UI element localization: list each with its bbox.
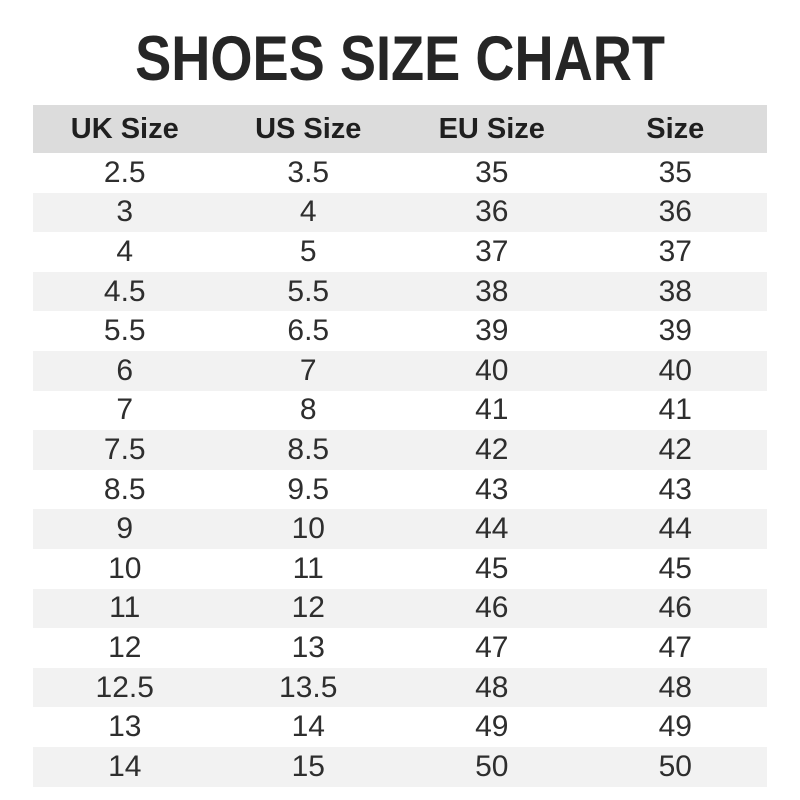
table-row: 4.5 5.5 38 38 [33,271,767,312]
table-cell: 5.5 [103,314,146,348]
table-cell: 40 [475,353,509,387]
table-cell: 6 [116,353,134,387]
table-cell: 4 [116,234,134,268]
table-cell: 50 [658,749,692,783]
table-cell: 4 [299,195,317,229]
table-row: 7.5 8.5 42 42 [33,430,767,470]
table-row: 9 10 44 44 [33,509,767,549]
table-cell: 46 [658,591,692,625]
header-cell-uk-size: UK Size [33,105,217,153]
title-bar: SHOES SIZE CHART [0,22,800,96]
table-cell: 9 [116,512,134,546]
table-cell: 36 [475,195,509,229]
table-cell: 49 [475,710,509,744]
header-cell-eu-size: EU Size [400,105,584,153]
table-cell: 11 [109,591,141,625]
page-title: SHOES SIZE CHART [135,24,665,94]
table-cell: 13.5 [279,670,338,704]
table-cell: 35 [658,155,692,189]
table-row: 5.5 6.5 39 39 [33,311,767,351]
table-cell: 38 [658,274,692,308]
table-cell: 12 [291,591,325,625]
table-head: UK Size US Size EU Size Size [33,105,767,153]
table-cell: 12 [108,630,142,664]
table-cell: 46 [475,591,509,625]
header-cell-size: Size [583,105,767,153]
table-cell: 13 [108,710,142,744]
table-cell: 13 [291,630,325,664]
table-cell: 3 [116,195,134,229]
table-cell: 50 [475,749,509,783]
table-cell: 48 [475,670,509,704]
table-row: 10 11 45 45 [33,548,767,589]
table-cell: 39 [658,314,692,348]
table-row: 4 5 37 37 [33,232,767,272]
table-row: 13 14 49 49 [33,707,767,747]
table-cell: 49 [658,710,692,744]
table-row: 6 7 40 40 [33,350,767,391]
table-row: 7 8 41 41 [33,390,767,431]
table-row: 12.5 13.5 48 48 [33,667,767,708]
table-row: 8.5 9.5 43 43 [33,469,767,510]
table-cell: 10 [108,551,142,585]
table-cell: 8.5 [103,472,146,506]
size-chart-table: UK Size US Size EU Size Size 2.5 3.5 35 35 3 4 36… [33,105,767,787]
table-cell: 43 [658,472,692,506]
table-row: 12 13 47 47 [33,628,767,668]
table-cell: 35 [475,155,509,189]
table-cell: 8.5 [287,432,330,466]
table-row: 14 15 50 50 [33,746,767,787]
table-body: 2.5 3.5 35 35 3 4 36 36 4 5 37 37 4.5 5.5 38 38 5.5 6.5 39… [33,153,767,787]
table-cell: 12.5 [95,670,154,704]
table-cell: 2.5 [103,155,146,189]
table-cell: 44 [658,512,692,546]
table-cell: 5 [299,234,317,268]
table-cell: 9.5 [287,472,330,506]
table-cell: 42 [658,432,692,466]
table-row: 2.5 3.5 35 35 [33,153,767,193]
table-cell: 47 [658,630,692,664]
table-cell: 39 [475,314,509,348]
table-cell: 36 [658,195,692,229]
table-cell: 47 [475,630,509,664]
table-row: 11 12 46 46 [33,588,767,629]
table-cell: 11 [292,551,324,585]
table-cell: 41 [475,393,509,427]
table-cell: 40 [658,353,692,387]
table-cell: 7.5 [103,432,146,466]
table-cell: 44 [475,512,509,546]
table-cell: 37 [475,234,509,268]
table-cell: 48 [658,670,692,704]
table-cell: 7 [116,393,134,427]
table-cell: 42 [475,432,509,466]
table-cell: 8 [299,393,317,427]
table-cell: 38 [475,274,509,308]
table-row: 3 4 36 36 [33,192,767,233]
table-cell: 3.5 [287,155,330,189]
header-row: UK Size US Size EU Size Size [33,105,767,153]
table-cell: 7 [299,353,317,387]
header-cell-us-size: US Size [216,105,400,153]
table-cell: 43 [475,472,509,506]
table-cell: 14 [108,749,142,783]
table-cell: 37 [658,234,692,268]
table-cell: 6.5 [287,314,330,348]
table-cell: 10 [291,512,325,546]
table-cell: 4.5 [103,274,146,308]
table-cell: 5.5 [287,274,330,308]
table-cell: 15 [291,749,325,783]
table-cell: 45 [475,551,509,585]
table-cell: 14 [291,710,325,744]
table-cell: 45 [658,551,692,585]
table-cell: 41 [658,393,692,427]
